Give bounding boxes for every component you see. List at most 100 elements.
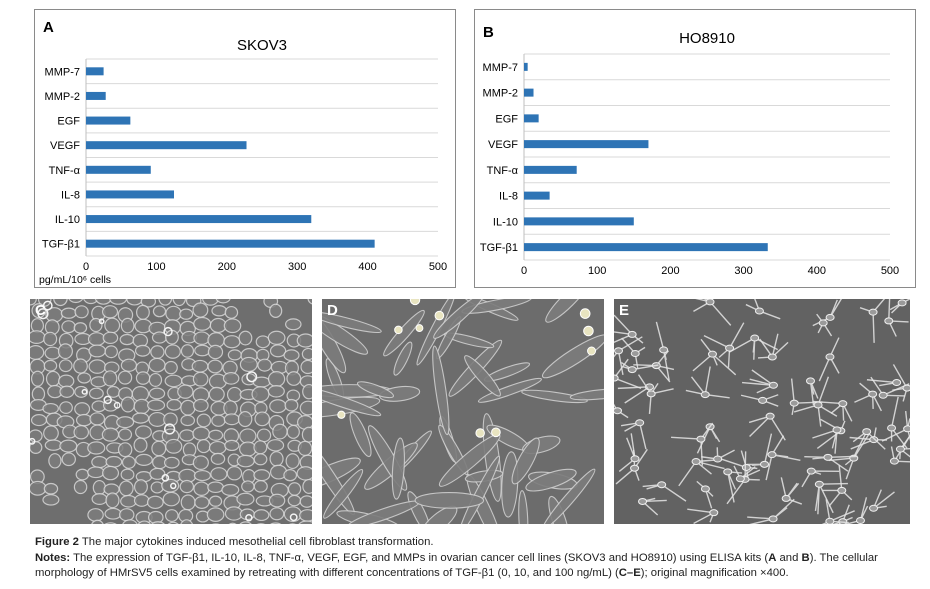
micrograph-cell <box>150 481 164 494</box>
micrograph-cell <box>207 359 223 374</box>
micrograph-cell <box>30 480 47 496</box>
micrograph-cell <box>322 385 382 417</box>
micrograph-round-cell <box>434 310 445 321</box>
chart-b-tick-label: 400 <box>808 265 826 277</box>
micrograph-cell <box>151 521 165 524</box>
micrograph-round-cell <box>113 401 121 409</box>
micrograph-cell <box>105 455 123 468</box>
micrograph-cell <box>253 509 270 522</box>
micrograph-cell <box>148 372 163 387</box>
micrograph-round-cell <box>103 395 112 405</box>
micrograph-cell <box>134 344 151 357</box>
micrograph-cell <box>87 441 106 455</box>
micrograph-cell <box>719 450 758 481</box>
micrograph-cell <box>135 371 151 385</box>
chart-b-category-label: IL-10 <box>493 216 518 228</box>
chart-a-category-label: IL-8 <box>61 189 80 201</box>
micrograph-cell <box>322 310 369 355</box>
micrograph-cell <box>179 429 195 442</box>
micrograph-cell <box>223 413 241 426</box>
micrograph-cell <box>287 482 302 496</box>
micrograph-cell <box>241 480 255 493</box>
micrograph-cell <box>283 469 298 482</box>
micrograph-cell <box>525 468 577 492</box>
micrograph-cell <box>780 477 803 505</box>
micrograph-cell <box>74 305 89 319</box>
micrograph-cell <box>206 507 225 522</box>
micrograph-cell-body <box>825 517 835 524</box>
micrograph-cell <box>133 398 151 415</box>
micrograph-cell <box>196 413 212 428</box>
micrograph-cell <box>728 337 779 360</box>
micrograph-cell <box>269 399 287 414</box>
micrograph-cell <box>192 371 209 387</box>
chart-a-bar <box>86 116 131 125</box>
micrograph-cell <box>703 322 745 368</box>
figure-label: Figure 2 <box>35 536 79 548</box>
micrograph-cell <box>117 370 133 385</box>
micrograph-cell <box>102 465 120 481</box>
micrograph-cell <box>299 495 312 508</box>
micrograph-cell-body <box>705 299 715 306</box>
chart-a-category-label: EGF <box>57 116 80 128</box>
chart-b-category-label: VEGF <box>488 139 518 151</box>
micrograph-cell <box>296 466 312 481</box>
micrograph-round-cell <box>409 299 421 306</box>
micrograph-cell <box>94 299 112 305</box>
micrograph-cell <box>180 399 196 416</box>
micrograph-round-cell <box>98 318 105 325</box>
micrograph-round-cell <box>415 324 424 333</box>
micrograph-cell <box>179 479 195 494</box>
micrograph-cell-body <box>735 475 745 483</box>
micrograph-cell <box>192 398 209 413</box>
micrograph-e-image <box>614 299 910 524</box>
micrograph-cell <box>296 333 312 348</box>
micrograph-cell <box>693 299 732 326</box>
chart-a-bar <box>86 215 312 224</box>
micrograph-cell-body <box>614 407 622 415</box>
micrograph-cell <box>163 456 180 469</box>
micrograph-cell <box>87 508 104 522</box>
micrograph-cell-body <box>838 400 848 408</box>
micrograph-cell-body <box>638 497 648 505</box>
micrograph-cell <box>73 322 88 334</box>
micrograph-cell-body <box>750 334 760 342</box>
micrograph-cell <box>43 359 58 372</box>
micrograph-cell-body <box>758 396 768 404</box>
micrograph-round-cell <box>337 410 346 419</box>
micrograph-cell-body <box>781 494 791 502</box>
micrograph-cell <box>210 467 228 482</box>
micrograph-cell <box>269 344 287 358</box>
chart-a-tick-label: 300 <box>288 261 306 273</box>
chart-panel-a: A SKOV3 MMP-7 MMP-2 EGF VEGF TNF-α IL-8 IL-10 TGF… <box>34 9 456 288</box>
chart-a-bar <box>86 141 247 150</box>
micrograph-cell-body <box>869 504 879 512</box>
micrograph-cell <box>164 344 181 359</box>
micrograph-cell <box>284 398 299 412</box>
micrograph-c: C <box>30 299 312 524</box>
micrograph-cell-body <box>646 390 656 398</box>
micrograph-cell <box>255 335 271 349</box>
micrograph-cell <box>614 314 644 344</box>
micrograph-cell <box>501 451 519 518</box>
micrograph-cell <box>267 371 286 388</box>
micrograph-round-cell <box>394 325 403 335</box>
micrograph-cell <box>167 521 179 524</box>
micrograph-cell <box>137 520 151 524</box>
micrograph-cell <box>30 414 48 427</box>
micrograph-cell-body <box>902 384 910 392</box>
micrograph-cell <box>253 480 268 493</box>
micrograph-cell <box>91 493 108 505</box>
micrograph-cell-body <box>767 451 777 459</box>
micrograph-cell <box>286 371 302 386</box>
micrograph-cell <box>210 452 226 465</box>
micrograph-cell <box>59 439 78 453</box>
micrograph-cell <box>237 411 253 428</box>
micrograph-cell <box>266 439 285 452</box>
micrograph-cell <box>148 357 166 373</box>
micrograph-cell <box>75 413 93 427</box>
panel-a-label: A <box>43 19 54 36</box>
micrograph-round-cell <box>587 346 597 356</box>
micrograph-cell <box>208 386 225 402</box>
micrograph-cell <box>120 468 135 481</box>
